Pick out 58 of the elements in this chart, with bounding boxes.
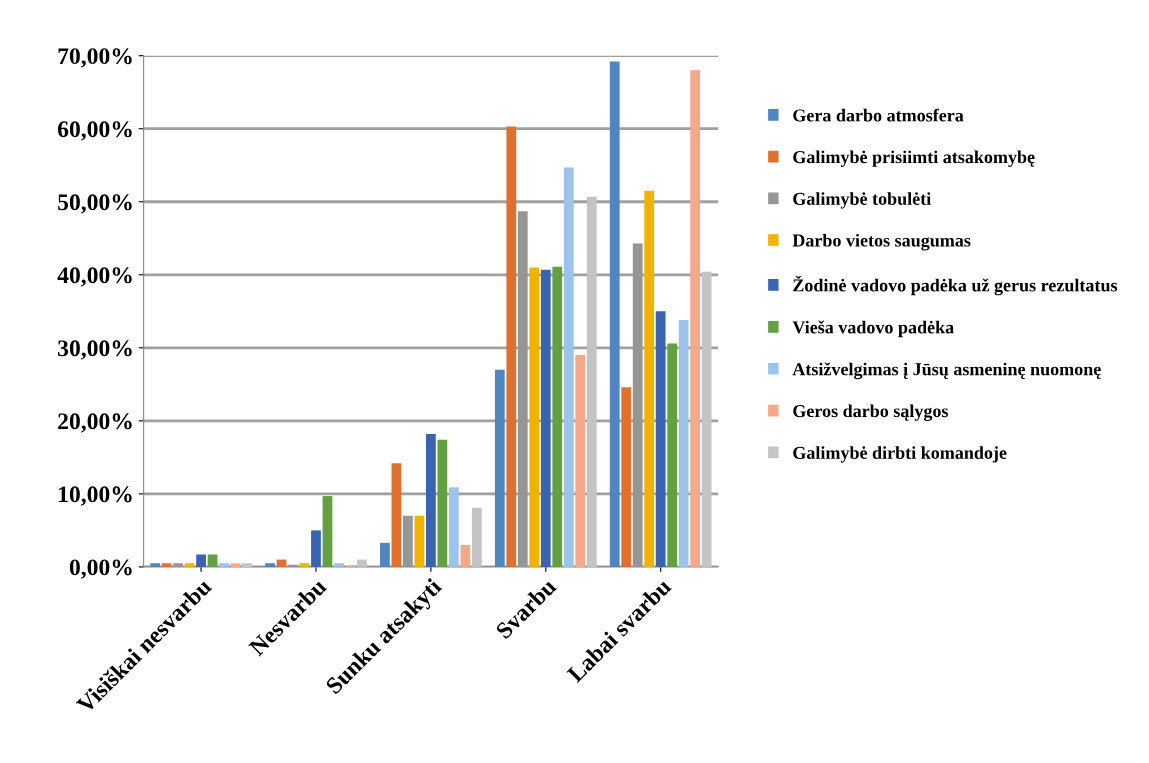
- bar: [690, 70, 701, 567]
- legend-label: Geros darbo sąlygos: [793, 404, 949, 421]
- bar: [540, 269, 551, 567]
- bar: [655, 311, 666, 567]
- bar: [311, 530, 321, 567]
- bar: [230, 563, 241, 567]
- bar: [460, 545, 471, 567]
- bar: [173, 563, 183, 567]
- bar: [242, 563, 252, 567]
- bar: [322, 496, 333, 567]
- y-tick-label: 50,00%: [58, 194, 132, 214]
- y-tick-label: 0,00%: [69, 559, 132, 579]
- bar: [184, 563, 195, 567]
- legend-label: Vieša vadovo padėka: [792, 320, 954, 338]
- bar: [552, 266, 563, 567]
- legend-label: Atsižvelgimas į Jūsų asmeninę nuomonę: [792, 362, 1101, 380]
- bar: [219, 563, 229, 567]
- bar: [334, 563, 344, 567]
- bar: [575, 355, 586, 567]
- bar: [437, 439, 448, 567]
- bar: [529, 267, 540, 567]
- bar: [448, 487, 459, 567]
- bar: [196, 554, 206, 567]
- bar: [701, 271, 712, 567]
- bar: [403, 515, 413, 567]
- y-tick-label: 30,00%: [58, 340, 132, 360]
- bar: [667, 343, 678, 567]
- bar: [425, 433, 436, 567]
- bar: [391, 463, 402, 567]
- bar: [207, 554, 218, 567]
- bar: [161, 563, 172, 567]
- legend-label: Galimybė prisiimti atsakomybę: [793, 150, 1035, 167]
- legend-label: Galimybė dirbti komandoje: [793, 446, 1007, 463]
- bar: [471, 507, 482, 567]
- legend-label: Darbo vietos saugumas: [792, 233, 971, 251]
- bar: [288, 564, 298, 567]
- bar: [563, 167, 574, 567]
- bar: [644, 190, 655, 567]
- bar: [678, 320, 689, 567]
- bar: [506, 126, 517, 567]
- y-tick-label: 70,00%: [58, 48, 132, 68]
- bar: [586, 196, 597, 567]
- bar: [357, 559, 367, 567]
- y-tick-label: 60,00%: [57, 121, 132, 141]
- bar: [299, 563, 310, 567]
- y-tick-label: 20,00%: [58, 413, 132, 433]
- bar: [150, 563, 160, 567]
- bar: [494, 369, 505, 567]
- bar: [621, 387, 632, 567]
- legend-label: Gera darbo atmosfera: [793, 108, 964, 122]
- legend-label: Galimybė tobulėti: [793, 192, 931, 209]
- bar: [609, 61, 620, 567]
- bar: [414, 515, 425, 567]
- y-tick-label: 10,00%: [59, 486, 132, 506]
- legend-label: Žodinė vadovo padėka už gerus rezultatus: [793, 275, 1118, 296]
- bar: [265, 563, 275, 567]
- bar: [380, 542, 390, 567]
- y-tick-label: 40,00%: [57, 267, 132, 287]
